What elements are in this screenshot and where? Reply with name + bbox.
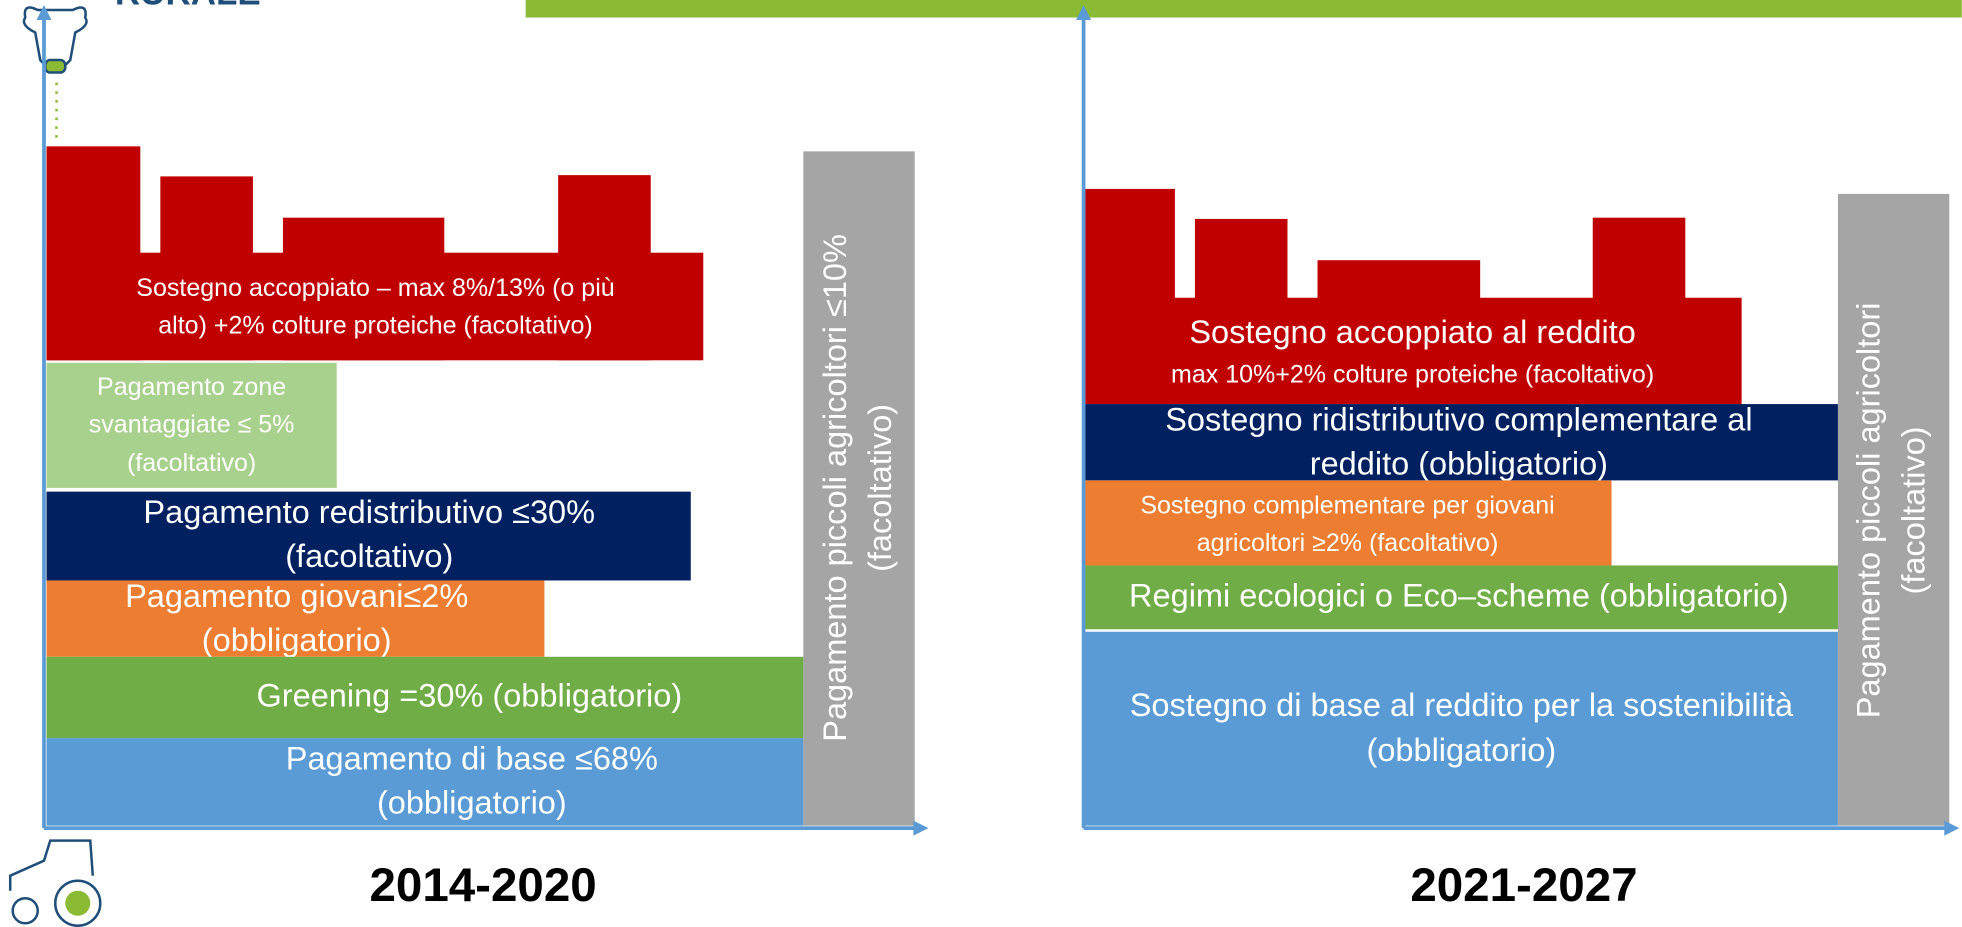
text-line: (facoltativo): [127, 449, 256, 477]
axes: [36, 5, 929, 836]
panel-left: Sostegno accoppiato – max 8%/13% (o più a…: [36, 5, 929, 912]
text-line: Sostegno accoppiato al reddito: [1189, 314, 1636, 350]
text-line: Sostegno complementare per giovani: [1140, 491, 1554, 519]
text-line: reddito (obbligatorio): [1310, 445, 1608, 481]
block-text: Sostegno di base al reddito per la soste…: [1130, 686, 1794, 767]
text-line: (obbligatorio): [377, 784, 567, 820]
block: [1084, 631, 1838, 826]
block-text: Sostegno ridistributivo complementare al…: [1165, 401, 1752, 481]
text-line: Pagamento di base ≤68%: [286, 740, 658, 776]
text-line: (facoltativo): [1895, 426, 1931, 594]
text-line: agricoltori ≥2% (facoltativo): [1197, 529, 1499, 557]
block-text: Pagamento piccoli agricoltori ≤10% (facol…: [817, 234, 898, 742]
block-text: Sostegno accoppiato al reddito max 10%+2%…: [1171, 314, 1654, 388]
panel-right: Sostegno accoppiato al reddito max 10%+2%…: [1076, 5, 1960, 912]
block-text: Pagamento redistributivo ≤30% (facoltativ…: [143, 494, 595, 574]
block-text: Pagamento zone svantaggiate ≤ 5% (facoltat…: [89, 372, 295, 476]
text-line: Sostegno ridistributivo complementare al: [1165, 401, 1752, 437]
text-line: (facoltativo): [862, 404, 898, 572]
block-text: Pagamento giovani≤2% (obbligatorio): [125, 578, 468, 658]
top-bar: [525, 0, 1962, 18]
block: [1082, 404, 1838, 481]
block-text: Pagamento di base ≤68% (obbligatorio): [286, 740, 658, 820]
text-line: Sostegno di base al reddito per la soste…: [1130, 686, 1794, 722]
text-line: svantaggiate ≤ 5%: [89, 410, 295, 438]
text-line: Pagamento piccoli agricoltori: [1850, 303, 1886, 719]
block: [803, 151, 915, 826]
block: [1084, 480, 1612, 566]
block-text: Greening =30% (obbligatorio): [256, 678, 682, 714]
cow-icon: [22, 6, 88, 74]
block: [46, 738, 804, 826]
block: [46, 580, 545, 657]
block: [1837, 193, 1950, 826]
text-line: Sostegno accoppiato – max 8%/13% (o più: [136, 274, 614, 302]
header-title: RURALE: [115, 0, 261, 12]
text-line: Pagamento redistributivo ≤30%: [143, 494, 595, 530]
red-bars: [46, 146, 704, 361]
period-label: 2014-2020: [369, 859, 596, 912]
block: [1082, 565, 1838, 630]
text-line: Pagamento zone: [97, 372, 286, 400]
red-bars: [1082, 188, 1742, 405]
block-text: Sostegno complementare per giovani agrico…: [1140, 491, 1554, 557]
block-text: Pagamento piccoli agricoltori (facoltativ…: [1850, 303, 1931, 719]
block-text: Sostegno accoppiato – max 8%/13% (o più a…: [136, 274, 614, 340]
period-label: 2021-2027: [1410, 859, 1637, 912]
text-line: Pagamento giovani≤2%: [125, 578, 468, 614]
axes: [1076, 5, 1960, 836]
text-line: max 10%+2% colture proteiche (facoltativ…: [1171, 360, 1654, 388]
block: [46, 362, 337, 488]
block: [46, 491, 691, 581]
text-line: (obbligatorio): [1366, 731, 1556, 767]
text-line: Pagamento piccoli agricoltori ≤10%: [817, 234, 853, 742]
text-line: alto) +2% colture proteiche (facoltativo…: [158, 311, 593, 339]
text-line: (facoltativo): [285, 538, 453, 574]
text-line: (obbligatorio): [202, 621, 392, 657]
block-text: Regimi ecologici o Eco–scheme (obbligato…: [1129, 578, 1789, 614]
tractor-icon: [8, 839, 102, 927]
block: [46, 656, 804, 739]
